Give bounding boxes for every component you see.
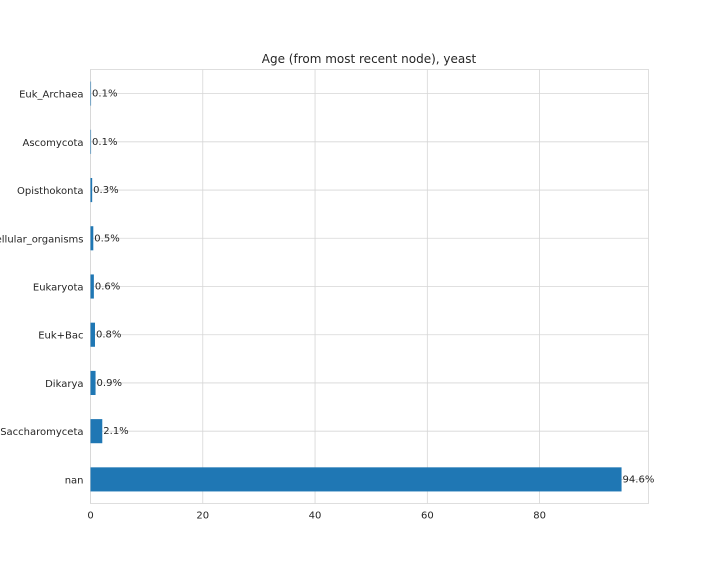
data-label: 0.1% [92,89,117,100]
y-tick-label: Ascomycota [23,138,84,149]
x-tick-label: 40 [309,511,322,522]
bar [90,178,93,203]
data-label: 2.1% [103,426,128,437]
data-label: 0.5% [94,233,119,244]
y-tick-label: Opisthokonta [17,186,84,197]
y-tick-label: Saccharomyceta [0,427,83,438]
bars [90,81,622,492]
x-tick-label: 60 [421,511,434,522]
x-tick-label: 80 [533,511,546,522]
data-label: 0.3% [93,185,118,196]
bar [90,467,622,492]
bar [90,81,92,106]
x-tick-label: 20 [196,511,209,522]
chart-title: Age (from most recent node), yeast [262,52,477,66]
y-tick-label: cellular_organisms [0,234,84,245]
y-tick-label: Euk+Bac [38,331,83,342]
grid-lines [90,69,649,504]
y-tick-label: Dikarya [45,379,83,390]
data-label: 94.6% [623,474,655,485]
bar [90,226,94,251]
bar [90,419,103,444]
y-tick-label: nan [65,475,84,486]
data-label: 0.6% [95,282,120,293]
data-label: 0.9% [97,378,122,389]
bar [90,129,92,154]
x-tick-label: 0 [87,511,93,522]
bar [90,274,94,299]
bar [90,370,96,395]
labels: 0 20 40 60 80 nan 94.6% Saccharomyceta 2.1% Dikar… [0,89,654,522]
y-tick-label: Euk_Archaea [19,90,83,101]
data-label: 0.1% [92,137,117,148]
y-tick-label: Eukaryota [33,283,84,294]
data-label: 0.8% [96,330,121,341]
bar [90,322,95,347]
